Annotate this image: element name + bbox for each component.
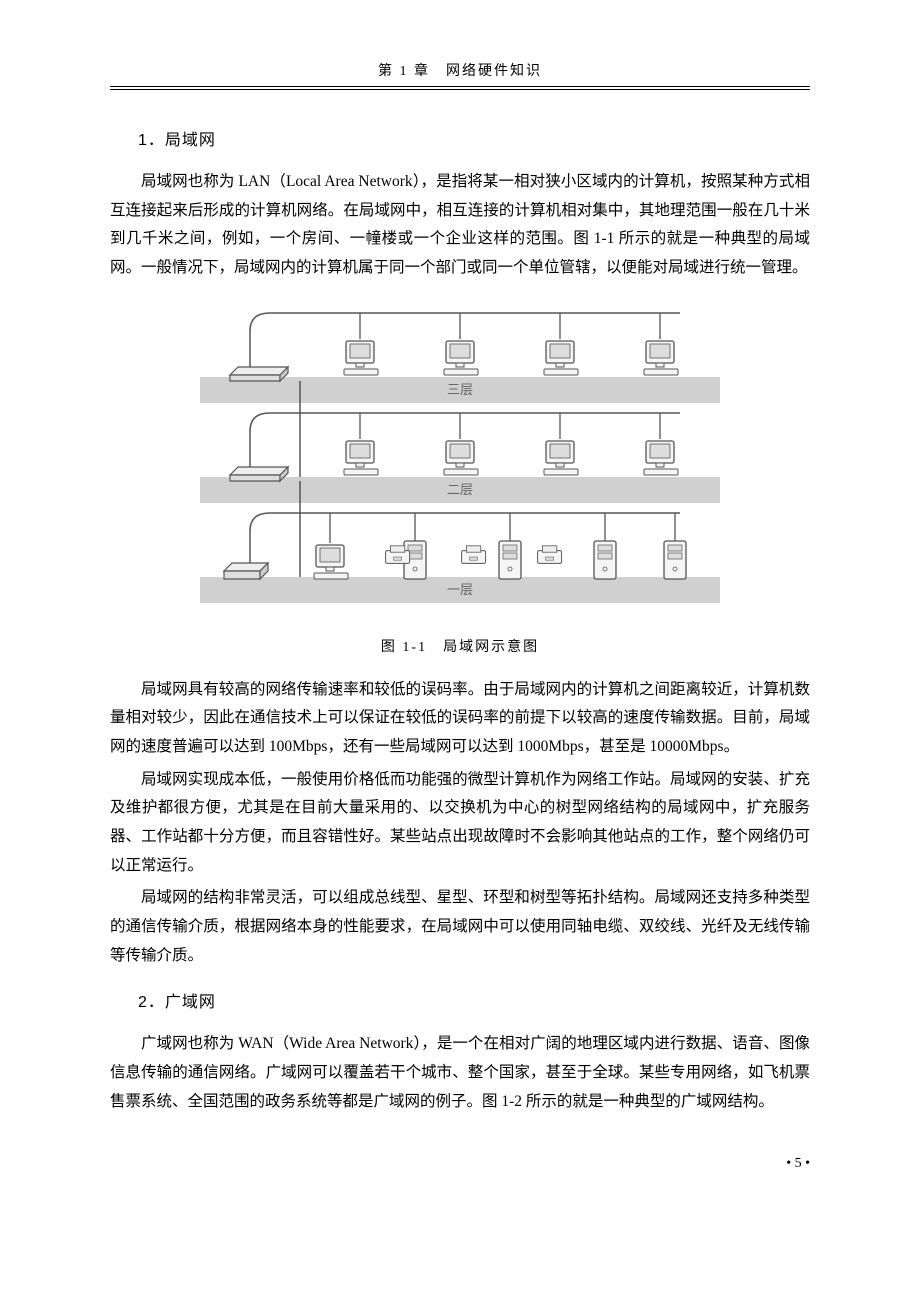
server-icon — [499, 541, 521, 579]
paragraph: 局域网具有较高的网络传输速率和较低的误码率。由于局域网内的计算机之间距离较近，计… — [110, 676, 810, 762]
lan-topology-svg: 三层 — [200, 301, 720, 621]
header-rule — [110, 86, 810, 90]
page-number: • 5 • — [110, 1156, 810, 1172]
paragraph: 广域网也称为 WAN（Wide Area Network），是一个在相对广阔的地… — [110, 1030, 810, 1116]
paragraph: 局域网也称为 LAN（Local Area Network），是指将某一相对狭小… — [110, 168, 810, 283]
hub-icon — [230, 367, 288, 381]
floor-label: 二层 — [447, 482, 473, 497]
section-name: 广域网 — [165, 994, 216, 1011]
computer-icon — [444, 441, 478, 475]
computer-icon — [544, 341, 578, 375]
hub-icon — [230, 467, 288, 481]
router-icon — [224, 563, 268, 579]
printer-icon — [538, 545, 562, 563]
pc-group — [344, 413, 678, 475]
section-name: 局域网 — [165, 132, 216, 149]
floor-1: 一层 — [200, 513, 720, 603]
computer-icon — [314, 545, 348, 579]
computer-icon — [444, 341, 478, 375]
pc-group — [344, 313, 678, 375]
chapter-header: 第 1 章 网络硬件知识 — [110, 60, 810, 80]
paragraph: 局域网的结构非常灵活，可以组成总线型、星型、环型和树型等拓扑结构。局域网还支持多… — [110, 884, 810, 970]
section-title-wan: 2．广域网 — [138, 988, 810, 1012]
document-page: 第 1 章 网络硬件知识 1．局域网 局域网也称为 LAN（Local Area… — [0, 0, 920, 1212]
computer-icon — [344, 441, 378, 475]
section-number: 1． — [138, 132, 165, 149]
floor-label: 三层 — [447, 382, 473, 397]
printer-icon — [462, 545, 486, 563]
figure-lan-diagram: 三层 — [200, 301, 720, 626]
computer-icon — [644, 341, 678, 375]
figure-caption: 图 1-1 局域网示意图 — [110, 636, 810, 656]
computer-icon — [544, 441, 578, 475]
computer-icon — [344, 341, 378, 375]
paragraph: 局域网实现成本低，一般使用价格低而功能强的微型计算机作为网络工作站。局域网的安装… — [110, 766, 810, 881]
floor-label: 一层 — [447, 582, 473, 597]
floor-2: 二层 — [200, 413, 720, 581]
server-icon — [664, 541, 686, 579]
computer-icon — [644, 441, 678, 475]
server-icon — [594, 541, 616, 579]
section-number: 2． — [138, 994, 165, 1011]
section-title-lan: 1．局域网 — [138, 126, 810, 150]
